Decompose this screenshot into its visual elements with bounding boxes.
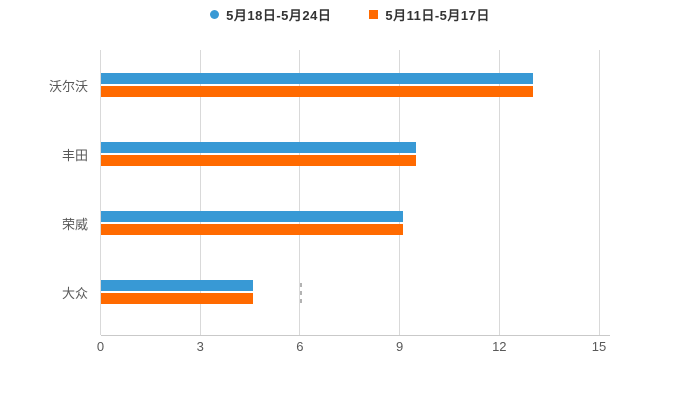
gridline [399, 50, 401, 335]
bar-series1-cat4 [100, 279, 254, 291]
legend-item-may11-17[interactable]: 5月11日-5月17日 [369, 5, 490, 24]
y-axis-label: 荣威 [61, 216, 88, 232]
legend-label: 5月11日-5月17日 [385, 7, 490, 23]
y-axis-label: 大众 [61, 285, 88, 301]
gridline-dash-artifact [300, 291, 303, 295]
x-tick-label: 12 [492, 339, 507, 354]
x-tick-label: 0 [96, 339, 105, 354]
y-axis-label: 丰田 [61, 147, 88, 163]
legend-item-may18-24[interactable]: 5月18日-5月24日 [210, 5, 331, 24]
x-tick-label: 9 [395, 339, 404, 354]
y-axis-label: 沃尔沃 [48, 78, 88, 94]
gridline-dash-artifact [300, 283, 303, 287]
gridline [598, 50, 600, 335]
bar-series2-cat3 [100, 223, 403, 235]
x-tick-label: 3 [196, 339, 204, 354]
x-tick-label: 15 [591, 339, 607, 354]
bar-series2-cat1 [100, 85, 533, 97]
bar-series1-cat3 [100, 210, 403, 222]
bar-series2-cat4 [100, 292, 254, 304]
gridline-dash-artifact [300, 299, 303, 303]
legend-circle-marker-icon [210, 9, 220, 19]
legend-label: 5月18日-5月24日 [226, 7, 332, 23]
x-axis-line [100, 335, 610, 336]
legend-square-marker-icon [369, 9, 379, 19]
bar-series1-cat1 [100, 72, 533, 84]
x-tick-label: 6 [296, 339, 304, 354]
gridline [100, 50, 101, 335]
legend: 5月18日-5月24日 5月11日-5月17日 [0, 4, 700, 24]
bar-series1-cat2 [100, 141, 417, 153]
gridline [199, 50, 201, 335]
gridline [498, 50, 500, 335]
gridline [299, 50, 301, 335]
bar-series2-cat2 [100, 154, 417, 166]
